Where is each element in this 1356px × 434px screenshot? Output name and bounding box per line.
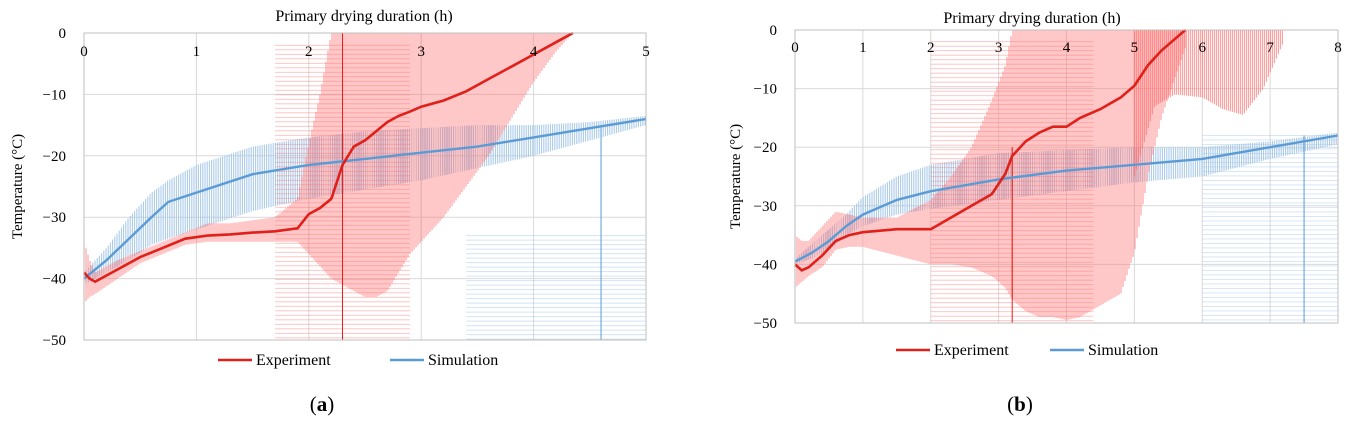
chart-a-legend-experiment-label: Experiment: [256, 352, 331, 369]
chart-a-experiment-band: [83, 33, 573, 304]
chart-b-xtick-label-7: 7: [1266, 40, 1274, 56]
chart-b-xtick-label-6: 6: [1199, 40, 1207, 56]
chart-a-ytick-label-2: −20: [43, 149, 66, 165]
chart-b-xtick-label-4: 4: [1063, 40, 1071, 56]
chart-a-ytick-label-0: 0: [59, 26, 67, 42]
chart-b-frame: [794, 29, 1339, 324]
caption-a: (a): [309, 392, 335, 416]
chart-a-ylabel: Temperature (°C): [10, 134, 26, 239]
chart-a-top-mask: [84, 0, 686, 32]
chart-b-legend-experiment-label: Experiment: [934, 342, 1009, 359]
chart-b-legend: Experiment Simulation: [896, 342, 1158, 359]
chart-b-xtick-label-8: 8: [1334, 40, 1342, 56]
chart-a-ytick-label-5: −50: [43, 333, 66, 349]
chart-b-experiment-band-tail: [1133, 30, 1283, 177]
chart-a-ytick-label-4: −40: [43, 272, 66, 288]
chart-b-ytick-label-4: −40: [754, 257, 777, 273]
chart-b-simulation-line: [794, 134, 1339, 263]
chart-a-xtick-label-1: 1: [193, 44, 201, 60]
chart-b-title: Primary drying duration (h): [943, 10, 1120, 27]
chart-a-simulation-line: [83, 117, 647, 280]
chart-b-ytick-label-1: −10: [754, 82, 777, 98]
chart-b-xtick-label-3: 3: [995, 40, 1003, 56]
chart-b-right-mask: [1339, 0, 1356, 325]
chart-b-xtick-label-1: 1: [859, 40, 867, 56]
chart-b-ytick-label-2: −20: [754, 140, 777, 156]
chart-a-right-mask: [647, 0, 687, 342]
chart-a-ytick-label-1: −10: [43, 87, 66, 103]
chart-a-legend-simulation-label: Simulation: [428, 352, 498, 369]
caption-b: (b): [1007, 392, 1033, 416]
chart-b-top-mask: [795, 0, 1356, 29]
chart-b-legend-simulation-label: Simulation: [1088, 342, 1158, 359]
chart-b-experiment-line: [794, 29, 1187, 272]
chart-b-ytick-label-5: −50: [754, 316, 777, 332]
chart-b-ylabel: Temperature (°C): [728, 124, 744, 229]
caption-b-letter: b: [1014, 392, 1026, 416]
chart-a-xtick-label-4: 4: [530, 44, 538, 60]
chart-b-xtick-label-0: 0: [791, 40, 799, 56]
caption-a-letter: a: [316, 392, 328, 416]
chart-a-xtick-label-3: 3: [417, 44, 425, 60]
chart-b-ytick-label-3: −30: [754, 199, 777, 215]
chart-a-experiment-line: [83, 31, 574, 284]
chart-b-xtick-label-2: 2: [927, 40, 935, 56]
chart-a-ytick-label-3: −30: [43, 210, 66, 226]
chart-a-xtick-label-0: 0: [80, 44, 88, 60]
chart-b-experiment-band: [794, 30, 1186, 320]
chart-a-xtick-label-5: 5: [642, 44, 650, 60]
chart-a-legend: Experiment Simulation: [218, 352, 498, 369]
chart-a: 0 1 2 3 4 5 0 −10 −20 −30 −40 −50 Primary drying dur…: [10, 0, 687, 369]
chart-b: 0 1 2 3 4 5 6 7 8 0 −10 −20 −30 −40 −50 Primary drying …: [728, 0, 1356, 359]
chart-a-title: Primary drying duration (h): [275, 8, 452, 25]
chart-a-xtick-label-2: 2: [305, 44, 313, 60]
chart-a-frame: [83, 32, 647, 341]
chart-b-ytick-label-0: 0: [770, 23, 778, 39]
chart-b-xtick-label-5: 5: [1131, 40, 1139, 56]
